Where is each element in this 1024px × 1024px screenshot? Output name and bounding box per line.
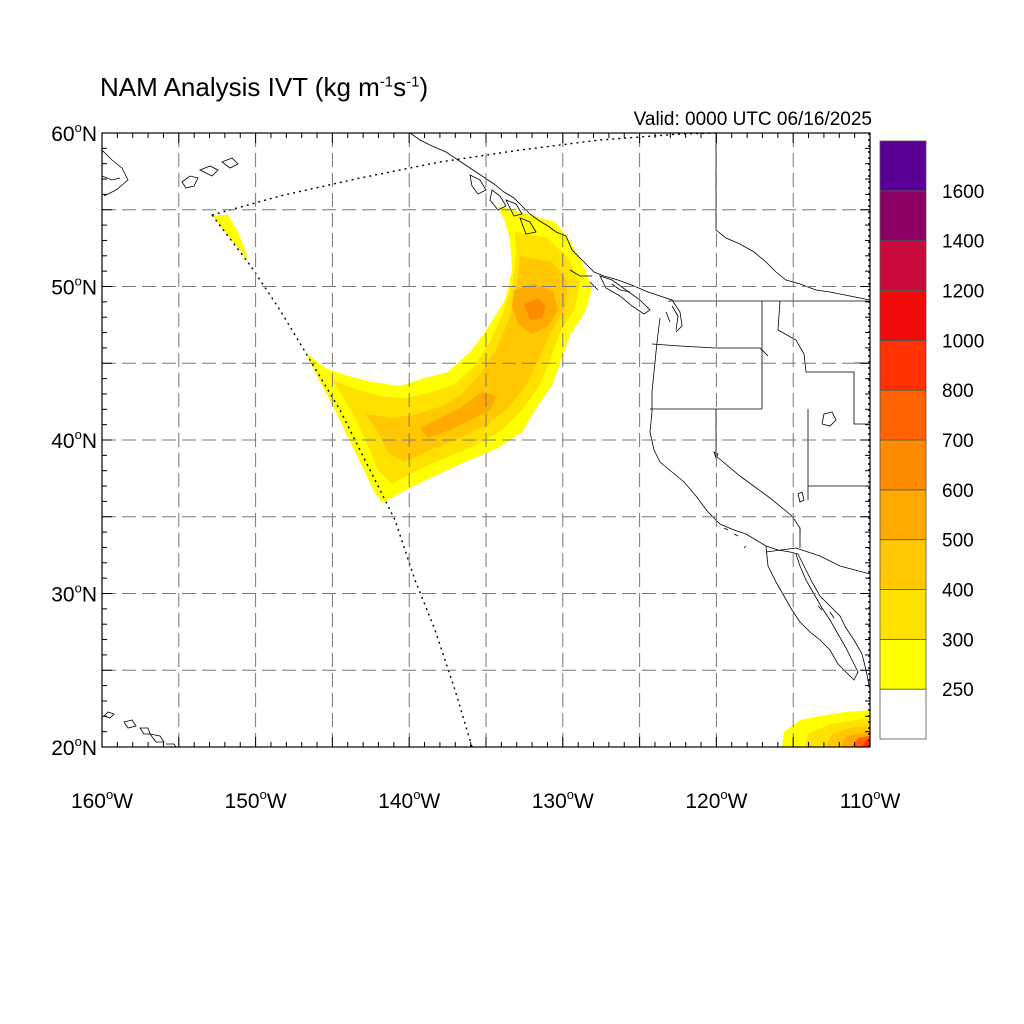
axis-ticks bbox=[101, 132, 871, 748]
colorbar-swatch bbox=[879, 240, 927, 291]
lon-label: 140oW bbox=[378, 787, 440, 813]
hawaii bbox=[103, 711, 177, 747]
lat-label: 20oN bbox=[51, 734, 97, 760]
coastlines bbox=[102, 133, 870, 747]
washington-oregon-border bbox=[651, 343, 769, 357]
political-boundaries bbox=[650, 133, 870, 575]
baja-california bbox=[765, 545, 859, 681]
us-mexico-border bbox=[765, 547, 870, 575]
lon-label: 130oW bbox=[532, 787, 594, 813]
gulf-of-california-isles bbox=[817, 605, 835, 619]
colorbar-label: 250 bbox=[942, 680, 974, 701]
channel-islands bbox=[723, 527, 747, 549]
colorbar-label: 700 bbox=[942, 431, 974, 452]
small-plume-west bbox=[212, 215, 248, 262]
mexico-mainland-coast bbox=[797, 553, 870, 691]
lon-label: 110oW bbox=[840, 787, 901, 813]
great-salt-lake bbox=[821, 411, 837, 427]
lon-label: 160oW bbox=[71, 787, 133, 813]
colorbar-swatch bbox=[879, 290, 927, 341]
colorbar-label: 500 bbox=[942, 531, 974, 552]
atmospheric-river-plume bbox=[305, 206, 592, 503]
axis-labels: 160oW 150oW 140oW 130oW 120oW 110oW 60oN 50oN 40… bbox=[51, 120, 900, 813]
domain-boundary-north bbox=[211, 133, 717, 216]
alaska-canada-border bbox=[715, 133, 870, 301]
colorbar-swatch bbox=[879, 638, 927, 690]
colorbar-swatch bbox=[879, 190, 927, 242]
lon-label: 150oW bbox=[225, 787, 287, 813]
colorbar-label: 1600 bbox=[942, 182, 984, 203]
colorbar-swatch bbox=[879, 589, 927, 640]
domain-boundary-west bbox=[211, 214, 473, 747]
idaho-border bbox=[761, 300, 855, 409]
vancouver-island bbox=[599, 275, 651, 315]
colorbar-swatch bbox=[879, 539, 927, 590]
valid-time: Valid: 0000 UTC 06/16/2025 bbox=[633, 109, 872, 130]
alaska-coast bbox=[102, 133, 567, 237]
lat-label: 40oN bbox=[51, 427, 97, 453]
colorbar-swatch bbox=[879, 439, 927, 491]
colorbar-label: 600 bbox=[942, 481, 974, 502]
puget-sound bbox=[665, 305, 679, 331]
lon-label: 120oW bbox=[685, 787, 747, 813]
colorbar-swatch bbox=[879, 688, 927, 740]
colorbar-label: 1200 bbox=[942, 282, 984, 303]
us-west-coast bbox=[649, 317, 799, 555]
lat-label: 60oN bbox=[51, 120, 97, 146]
nevada-border bbox=[715, 409, 801, 534]
map-title: NAM Analysis IVT (kg m-1s-1) bbox=[100, 72, 429, 102]
lat-label: 30oN bbox=[51, 581, 97, 607]
alaska-islands bbox=[181, 157, 537, 235]
colorbar-swatch bbox=[879, 140, 927, 192]
colorbar-label: 1000 bbox=[942, 331, 984, 352]
colorbar-label: 1400 bbox=[942, 232, 984, 253]
colorbar-swatch bbox=[879, 489, 927, 541]
salton-sea bbox=[797, 491, 805, 503]
colorbar-label: 300 bbox=[942, 630, 974, 651]
mexico-moisture bbox=[782, 710, 870, 747]
colorbar-swatch bbox=[879, 389, 927, 441]
colorbar-label: 400 bbox=[942, 581, 974, 602]
gridlines bbox=[102, 133, 870, 747]
colorbar-label: 800 bbox=[942, 381, 974, 402]
colorbar: 250 300 400 500 600 700 800 1000 1200 1400 1600 bbox=[879, 140, 984, 740]
lat-label: 50oN bbox=[51, 274, 97, 300]
colorbar-swatch bbox=[879, 339, 927, 391]
ivt-field bbox=[212, 206, 870, 747]
